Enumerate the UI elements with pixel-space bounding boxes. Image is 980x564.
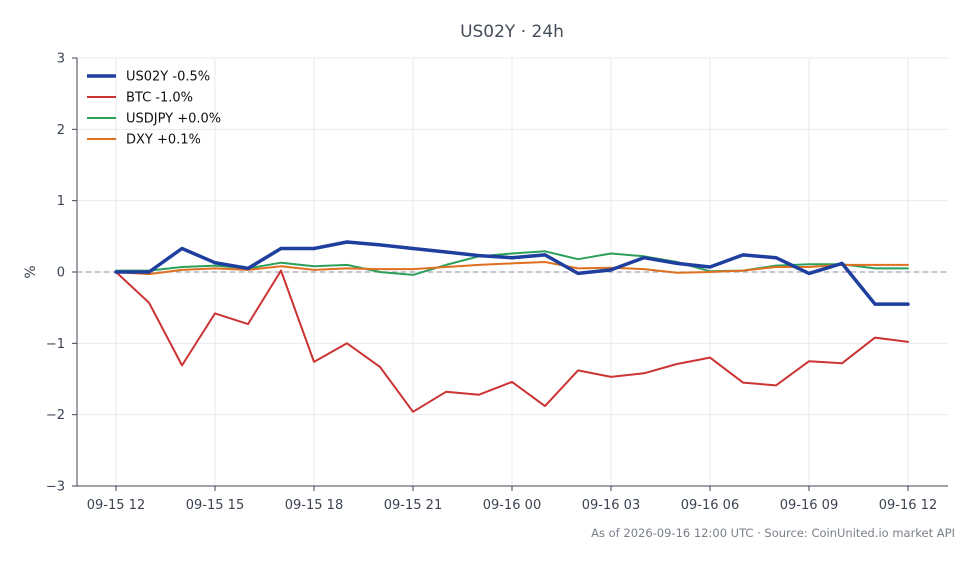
- y-axis-label: %: [23, 265, 39, 278]
- x-tick-label: 09-16 00: [483, 498, 541, 513]
- chart-title: US02Y · 24h: [460, 22, 564, 42]
- legend-item: DXY +0.1%: [87, 133, 201, 148]
- legend-item: US02Y -0.5%: [87, 70, 210, 85]
- y-tick-label: −3: [46, 480, 65, 495]
- x-tick-label: 09-15 18: [285, 498, 343, 513]
- x-axis-ticks: 09-15 12 09-15 15 09-15 18 09-15 21 09-16 00…: [87, 486, 937, 513]
- y-tick-label: 3: [57, 52, 65, 67]
- series-lines: [114, 240, 910, 413]
- y-tick-label: −2: [46, 408, 65, 423]
- x-tick-label: 09-15 21: [384, 498, 442, 513]
- footer-source-note: As of 2026-09-16 12:00 UTC · Source: Coi…: [591, 526, 955, 540]
- x-tick-label: 09-16 03: [582, 498, 640, 513]
- y-tick-label: 0: [57, 266, 65, 281]
- y-tick-label: 1: [57, 194, 65, 209]
- series-line-btc: [115, 269, 909, 413]
- y-tick-label: −1: [46, 337, 65, 352]
- x-tick-label: 09-16 09: [780, 498, 838, 513]
- y-axis-ticks: −3 −2 −1 0 1 2 3: [46, 52, 77, 495]
- x-tick-label: 09-16 12: [879, 498, 937, 513]
- x-tick-label: 09-16 06: [681, 498, 739, 513]
- x-tick-label: 09-15 12: [87, 498, 145, 513]
- legend-item: USDJPY +0.0%: [87, 112, 221, 127]
- legend-label: US02Y -0.5%: [126, 70, 210, 85]
- x-tick-label: 09-15 15: [186, 498, 244, 513]
- legend-label: BTC -1.0%: [126, 91, 193, 106]
- series-line-us02y: [114, 240, 910, 306]
- legend-label: DXY +0.1%: [126, 133, 201, 148]
- legend-item: BTC -1.0%: [87, 91, 193, 106]
- legend: US02Y -0.5% BTC -1.0% USDJPY +0.0% DXY +0.1…: [87, 70, 221, 148]
- legend-label: USDJPY +0.0%: [126, 112, 221, 127]
- y-tick-label: 2: [57, 123, 65, 138]
